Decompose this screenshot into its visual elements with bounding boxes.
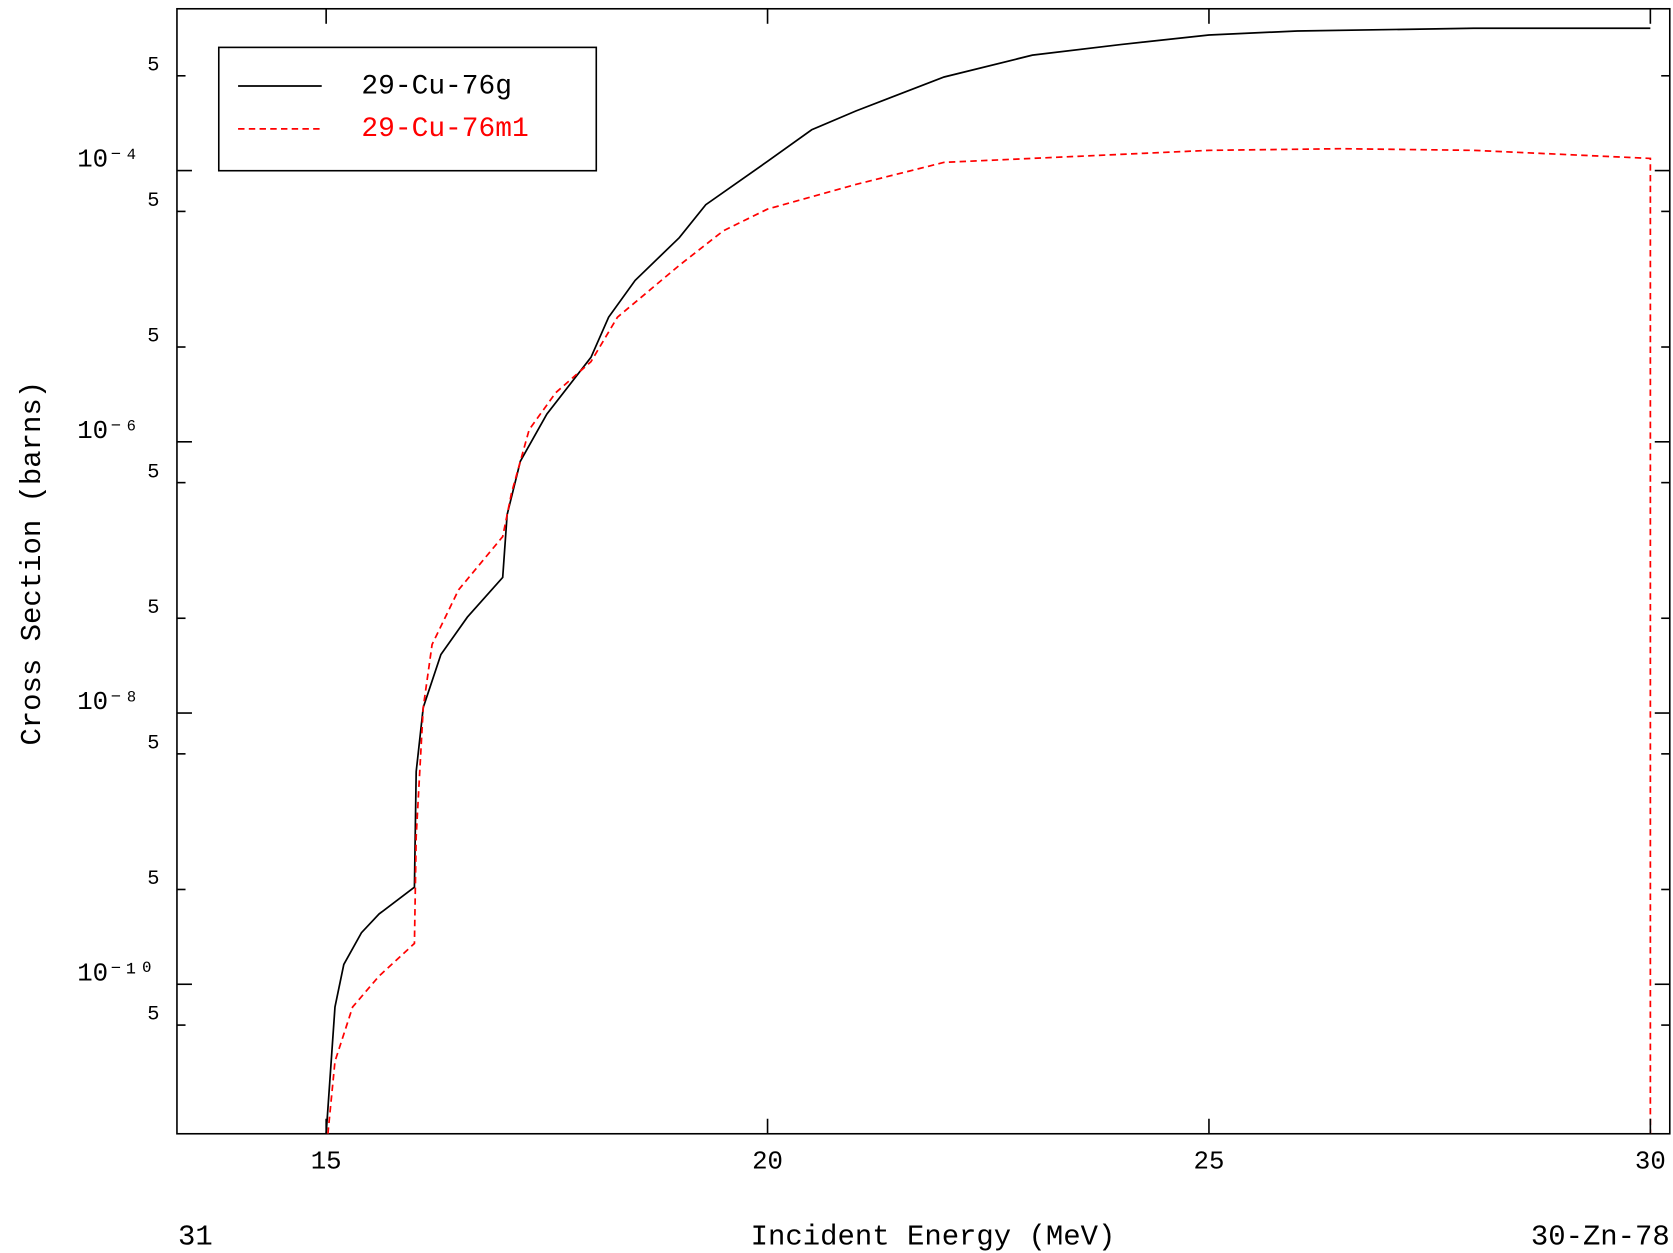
x-axis-title: Incident Energy (MeV) [751, 1220, 1116, 1253]
y-tick-label: 5 [147, 868, 159, 891]
y-tick-label: 10⁻⁸ [77, 688, 139, 717]
plot-frame [176, 7, 1671, 1135]
y-tick-label: 5 [147, 733, 159, 756]
y-tick-label: 5 [147, 461, 159, 484]
legend: 29-Cu-76g 29-Cu-76m1 [217, 46, 598, 172]
y-tick-label: 5 [147, 326, 159, 349]
right-note: 30-Zn-78 [1531, 1220, 1670, 1253]
y-axis-title: Cross Section (barns) [16, 381, 49, 746]
legend-box [217, 46, 598, 172]
y-tick-label: 5 [147, 1004, 159, 1027]
left-note: 31 [178, 1220, 213, 1253]
y-tick-label: 10⁻¹⁰ [77, 959, 154, 988]
y-tick-label: 5 [147, 597, 159, 620]
x-tick-label: 25 [1194, 1147, 1225, 1176]
legend-label: 29-Cu-76g [361, 71, 512, 102]
x-tick-label: 15 [311, 1147, 342, 1176]
y-tick-label: 5 [147, 190, 159, 213]
plot-area [325, 27, 1652, 1134]
y-tick-label: 5 [147, 54, 159, 77]
legend-label: 29-Cu-76m1 [361, 114, 528, 145]
series-line [325, 27, 1651, 1134]
x-tick-label: 30 [1635, 1147, 1666, 1176]
series-line [327, 147, 1652, 1134]
y-tick-label: 10⁻⁴ [77, 146, 139, 175]
x-tick-label: 20 [752, 1147, 783, 1176]
y-tick-label: 10⁻⁶ [77, 417, 139, 446]
